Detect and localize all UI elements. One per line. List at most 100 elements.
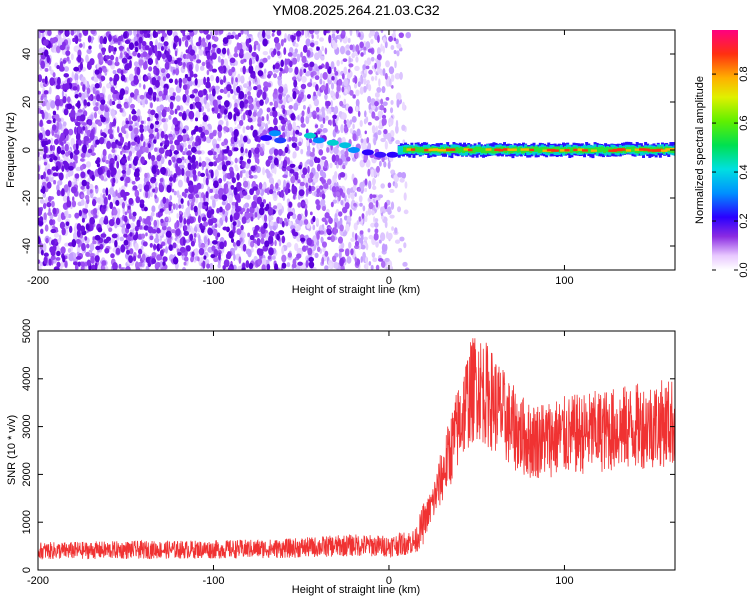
- spectrogram-noise-cell: [248, 149, 252, 159]
- spectrogram-signal-cell: [386, 151, 399, 158]
- spectrogram-noise-cell: [109, 201, 114, 210]
- spectrogram-noise-cell: [139, 199, 145, 205]
- spectrogram-noise-cell: [144, 45, 150, 51]
- spectrogram-noise-cell: [257, 43, 261, 52]
- spectrogram-noise-cell: [128, 150, 133, 157]
- spectrogram-noise-cell: [85, 161, 92, 168]
- spectrogram-noise-cell: [227, 93, 231, 98]
- spectrogram-noise-cell: [307, 177, 311, 184]
- spectrogram-noise-cell: [324, 93, 328, 101]
- spectrogram-noise-cell: [339, 257, 345, 267]
- spectrogram-noise-cell: [192, 169, 197, 176]
- spectrogram-noise-cell: [312, 266, 317, 270]
- spectrogram-noise-cell: [251, 201, 257, 209]
- spectrogram-noise-cell: [120, 244, 126, 253]
- spectrogram-noise-cell: [262, 167, 266, 176]
- spectrogram-noise-cell: [203, 201, 209, 206]
- spectrogram-noise-cell: [338, 211, 343, 217]
- spectrogram-noise-cell: [52, 72, 56, 78]
- spectrogram-noise-cell: [250, 216, 254, 222]
- spectrogram-noise-cell: [273, 117, 278, 126]
- spectrogram-noise-cell: [227, 155, 232, 161]
- spectrogram-noise-cell: [346, 187, 351, 195]
- spectrogram-noise-cell: [45, 237, 49, 244]
- spectrogram-noise-cell: [281, 125, 286, 132]
- spectrogram-signal-cell: [480, 147, 484, 154]
- spectrogram-signal-cell: [478, 146, 482, 153]
- spectrogram-signal-cell: [605, 146, 609, 153]
- spectrogram-noise-cell: [124, 103, 129, 109]
- spectrogram-noise-cell: [380, 137, 386, 143]
- spectrogram-noise-cell: [299, 68, 303, 77]
- spectrogram-noise-cell: [324, 159, 329, 168]
- spectrogram-noise-cell: [86, 48, 92, 55]
- spectrogram-noise-cell: [273, 263, 279, 270]
- spectrogram-noise-cell: [370, 56, 375, 62]
- spectrogram-noise-cell: [89, 216, 95, 225]
- spectrogram-noise-cell: [244, 99, 249, 105]
- spectrogram-noise-cell: [209, 219, 214, 226]
- spectrogram-noise-cell: [114, 155, 118, 162]
- spectrogram-noise-cell: [211, 43, 217, 48]
- spectrogram-noise-cell: [240, 75, 245, 84]
- spectrogram-noise-cell: [223, 100, 230, 108]
- spectrogram-noise-cell: [106, 169, 111, 178]
- spectrogram-noise-cell: [169, 139, 174, 145]
- spectrogram-noise-cell: [387, 75, 391, 81]
- spectrogram-noise-cell: [171, 229, 176, 234]
- spectrogram-signal-cell: [554, 146, 558, 152]
- spectrogram-noise-cell: [218, 252, 221, 261]
- spectrogram-noise-cell: [286, 182, 290, 190]
- spectrogram-noise-cell: [344, 202, 350, 210]
- spectrogram-noise-cell: [373, 168, 377, 178]
- spectrogram-noise-cell: [313, 30, 320, 35]
- spectrogram-noise-cell: [384, 220, 388, 229]
- spectrogram-noise-cell: [370, 169, 375, 178]
- spectrogram-noise-cell: [231, 77, 234, 85]
- spectrogram-noise-cell: [87, 209, 92, 217]
- spectrogram-noise-cell: [78, 139, 82, 146]
- spectrogram-noise-cell: [349, 30, 353, 37]
- spectrogram-noise-cell: [120, 189, 126, 198]
- spectrogram-noise-cell: [306, 145, 311, 152]
- spectrogram-noise-cell: [368, 261, 372, 266]
- spectrogram-noise-cell: [41, 31, 45, 38]
- spectrogram-noise-cell: [363, 236, 368, 241]
- spectrogram-noise-cell: [226, 251, 232, 260]
- spectrogram-noise-cell: [369, 193, 373, 200]
- spectrogram-noise-cell: [174, 222, 178, 230]
- spectrogram-noise-cell: [218, 104, 222, 109]
- spectrogram-noise-cell: [213, 155, 217, 160]
- spectrogram-noise-cell: [202, 260, 206, 269]
- spectrogram-noise-cell: [313, 91, 316, 97]
- spectrogram-noise-cell: [305, 245, 309, 251]
- spectrogram-noise-cell: [372, 216, 376, 224]
- spectrogram-noise-cell: [127, 205, 131, 210]
- spectrogram-noise-cell: [383, 107, 387, 113]
- spectrogram-signal-cell: [428, 148, 437, 151]
- spectrogram-noise-cell: [145, 232, 148, 237]
- spectrogram-noise-cell: [366, 57, 372, 66]
- spectrogram-noise-cell: [404, 267, 410, 270]
- spectrogram-noise-cell: [277, 148, 283, 156]
- spectrogram-noise-cell: [291, 34, 295, 43]
- spectrogram-noise-cell: [194, 248, 199, 257]
- spectrogram-noise-cell: [110, 237, 115, 244]
- spectrogram-noise-cell: [254, 147, 260, 154]
- spectrogram-noise-cell: [382, 36, 387, 44]
- spectrogram-noise-cell: [319, 73, 324, 79]
- spectrogram-signal-cell: [520, 148, 524, 154]
- spectrogram-noise-cell: [111, 100, 116, 106]
- spectrogram-noise-cell: [368, 83, 372, 92]
- spectrogram-noise-cell: [194, 141, 199, 147]
- spectrogram-noise-cell: [115, 56, 119, 63]
- spectrogram-noise-cell: [128, 212, 132, 220]
- spectrogram-noise-cell: [383, 161, 387, 168]
- spectrogram-noise-cell: [268, 177, 273, 184]
- spectrogram-noise-cell: [50, 137, 54, 145]
- spectrogram-noise-cell: [281, 220, 285, 228]
- spectrogram-noise-cell: [143, 225, 149, 231]
- spectrogram-noise-cell: [314, 124, 319, 129]
- spectrogram-noise-cell: [223, 240, 227, 247]
- spectrogram-noise-cell: [63, 128, 69, 136]
